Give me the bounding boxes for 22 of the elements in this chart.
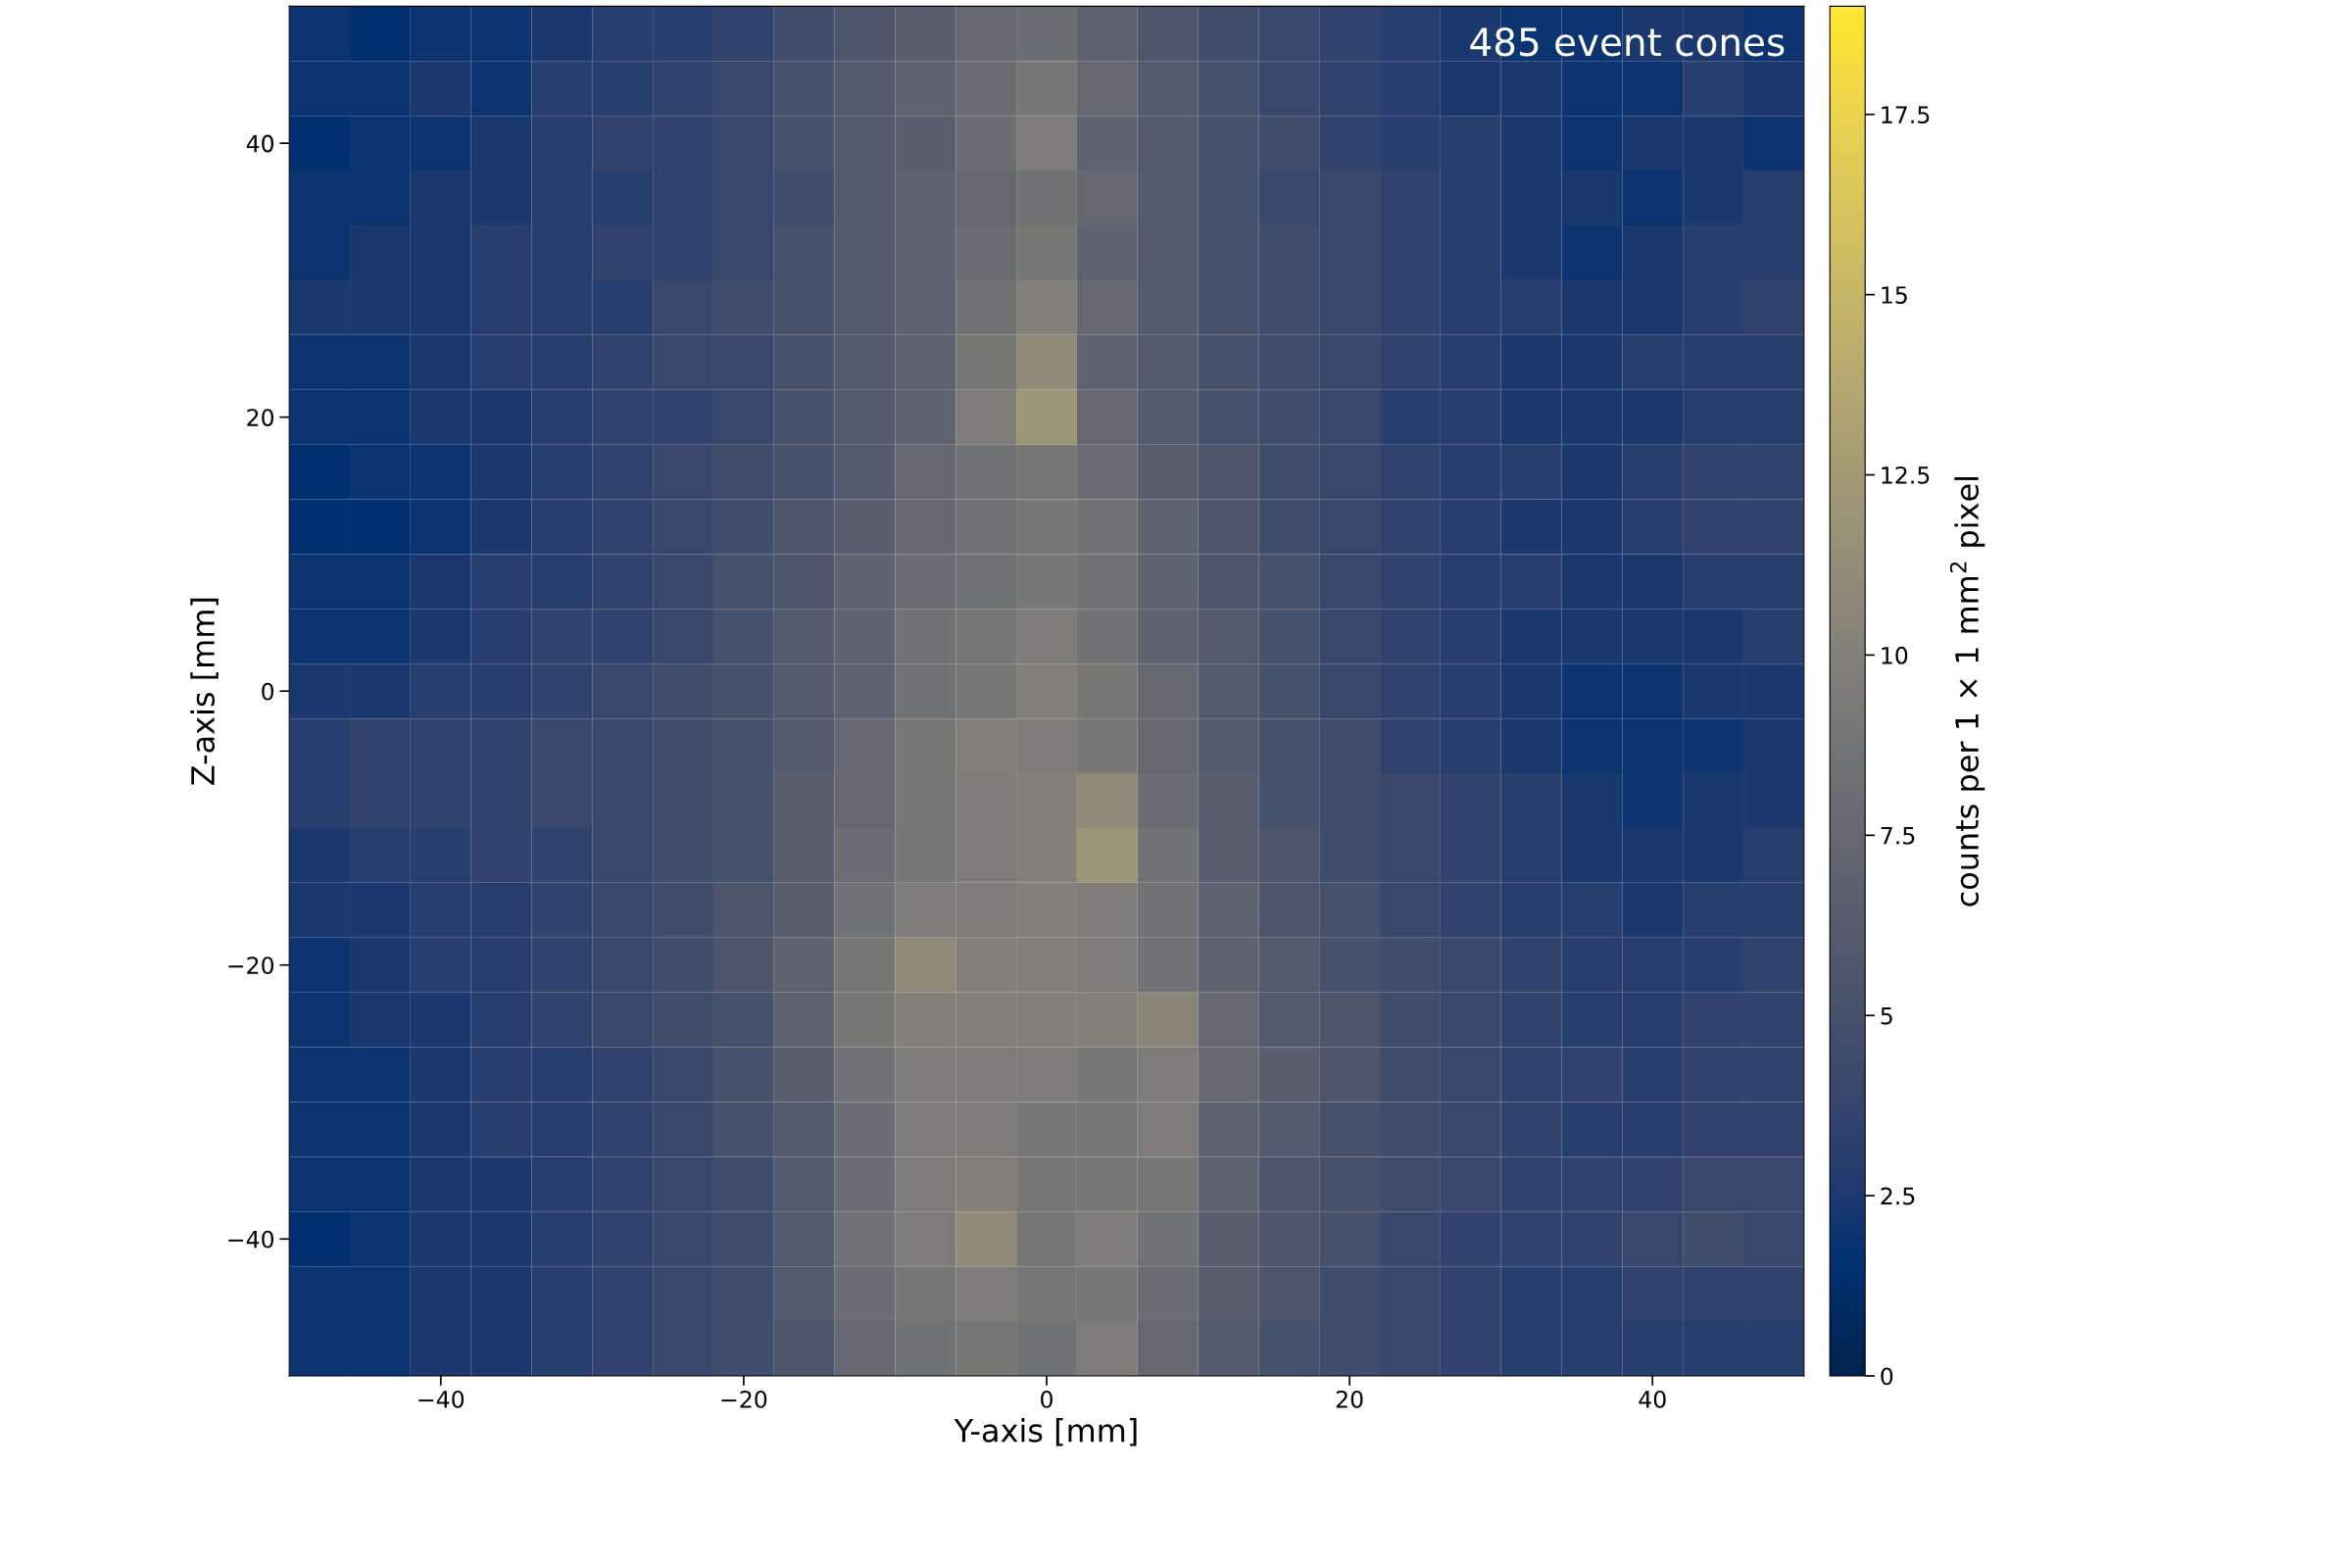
color-bar-label: 0 <box>1881 1367 1893 1386</box>
y-tick-label: 0 <box>262 682 274 701</box>
color-bar-label: 17.5 <box>1882 106 1930 124</box>
color-bar-label: 15 <box>1882 286 1907 304</box>
y-tick-label: −40 <box>228 1230 274 1249</box>
color-bar-label: 2.5 <box>1881 1187 1915 1205</box>
color-bar-label: 5 <box>1881 1006 1892 1025</box>
y-tick-label: 40 <box>246 134 274 153</box>
x-tick-label: 20 <box>1336 1391 1363 1408</box>
y-tick-label: −20 <box>228 956 274 975</box>
x-tick-label: −20 <box>721 1391 767 1408</box>
x-tick-label: −40 <box>418 1391 465 1408</box>
x-axis-title: Y-axis [mm] <box>954 1417 1137 1446</box>
color-bar-label: 12.5 <box>1882 466 1930 484</box>
color-bar-label: 7.5 <box>1881 827 1915 845</box>
color-bar-title: counts per 1 × 1 mm$^{2}$ pixel <box>1949 477 1985 906</box>
y-tick-label: 20 <box>247 409 274 426</box>
x-tick-label: 40 <box>1639 1391 1666 1408</box>
x-tick-label: 0 <box>1041 1391 1053 1408</box>
color-bar-label: 10 <box>1882 646 1908 664</box>
y-axis-title: Z-axis [mm] <box>190 598 219 785</box>
annotation: 485 event cones <box>1470 27 1785 57</box>
